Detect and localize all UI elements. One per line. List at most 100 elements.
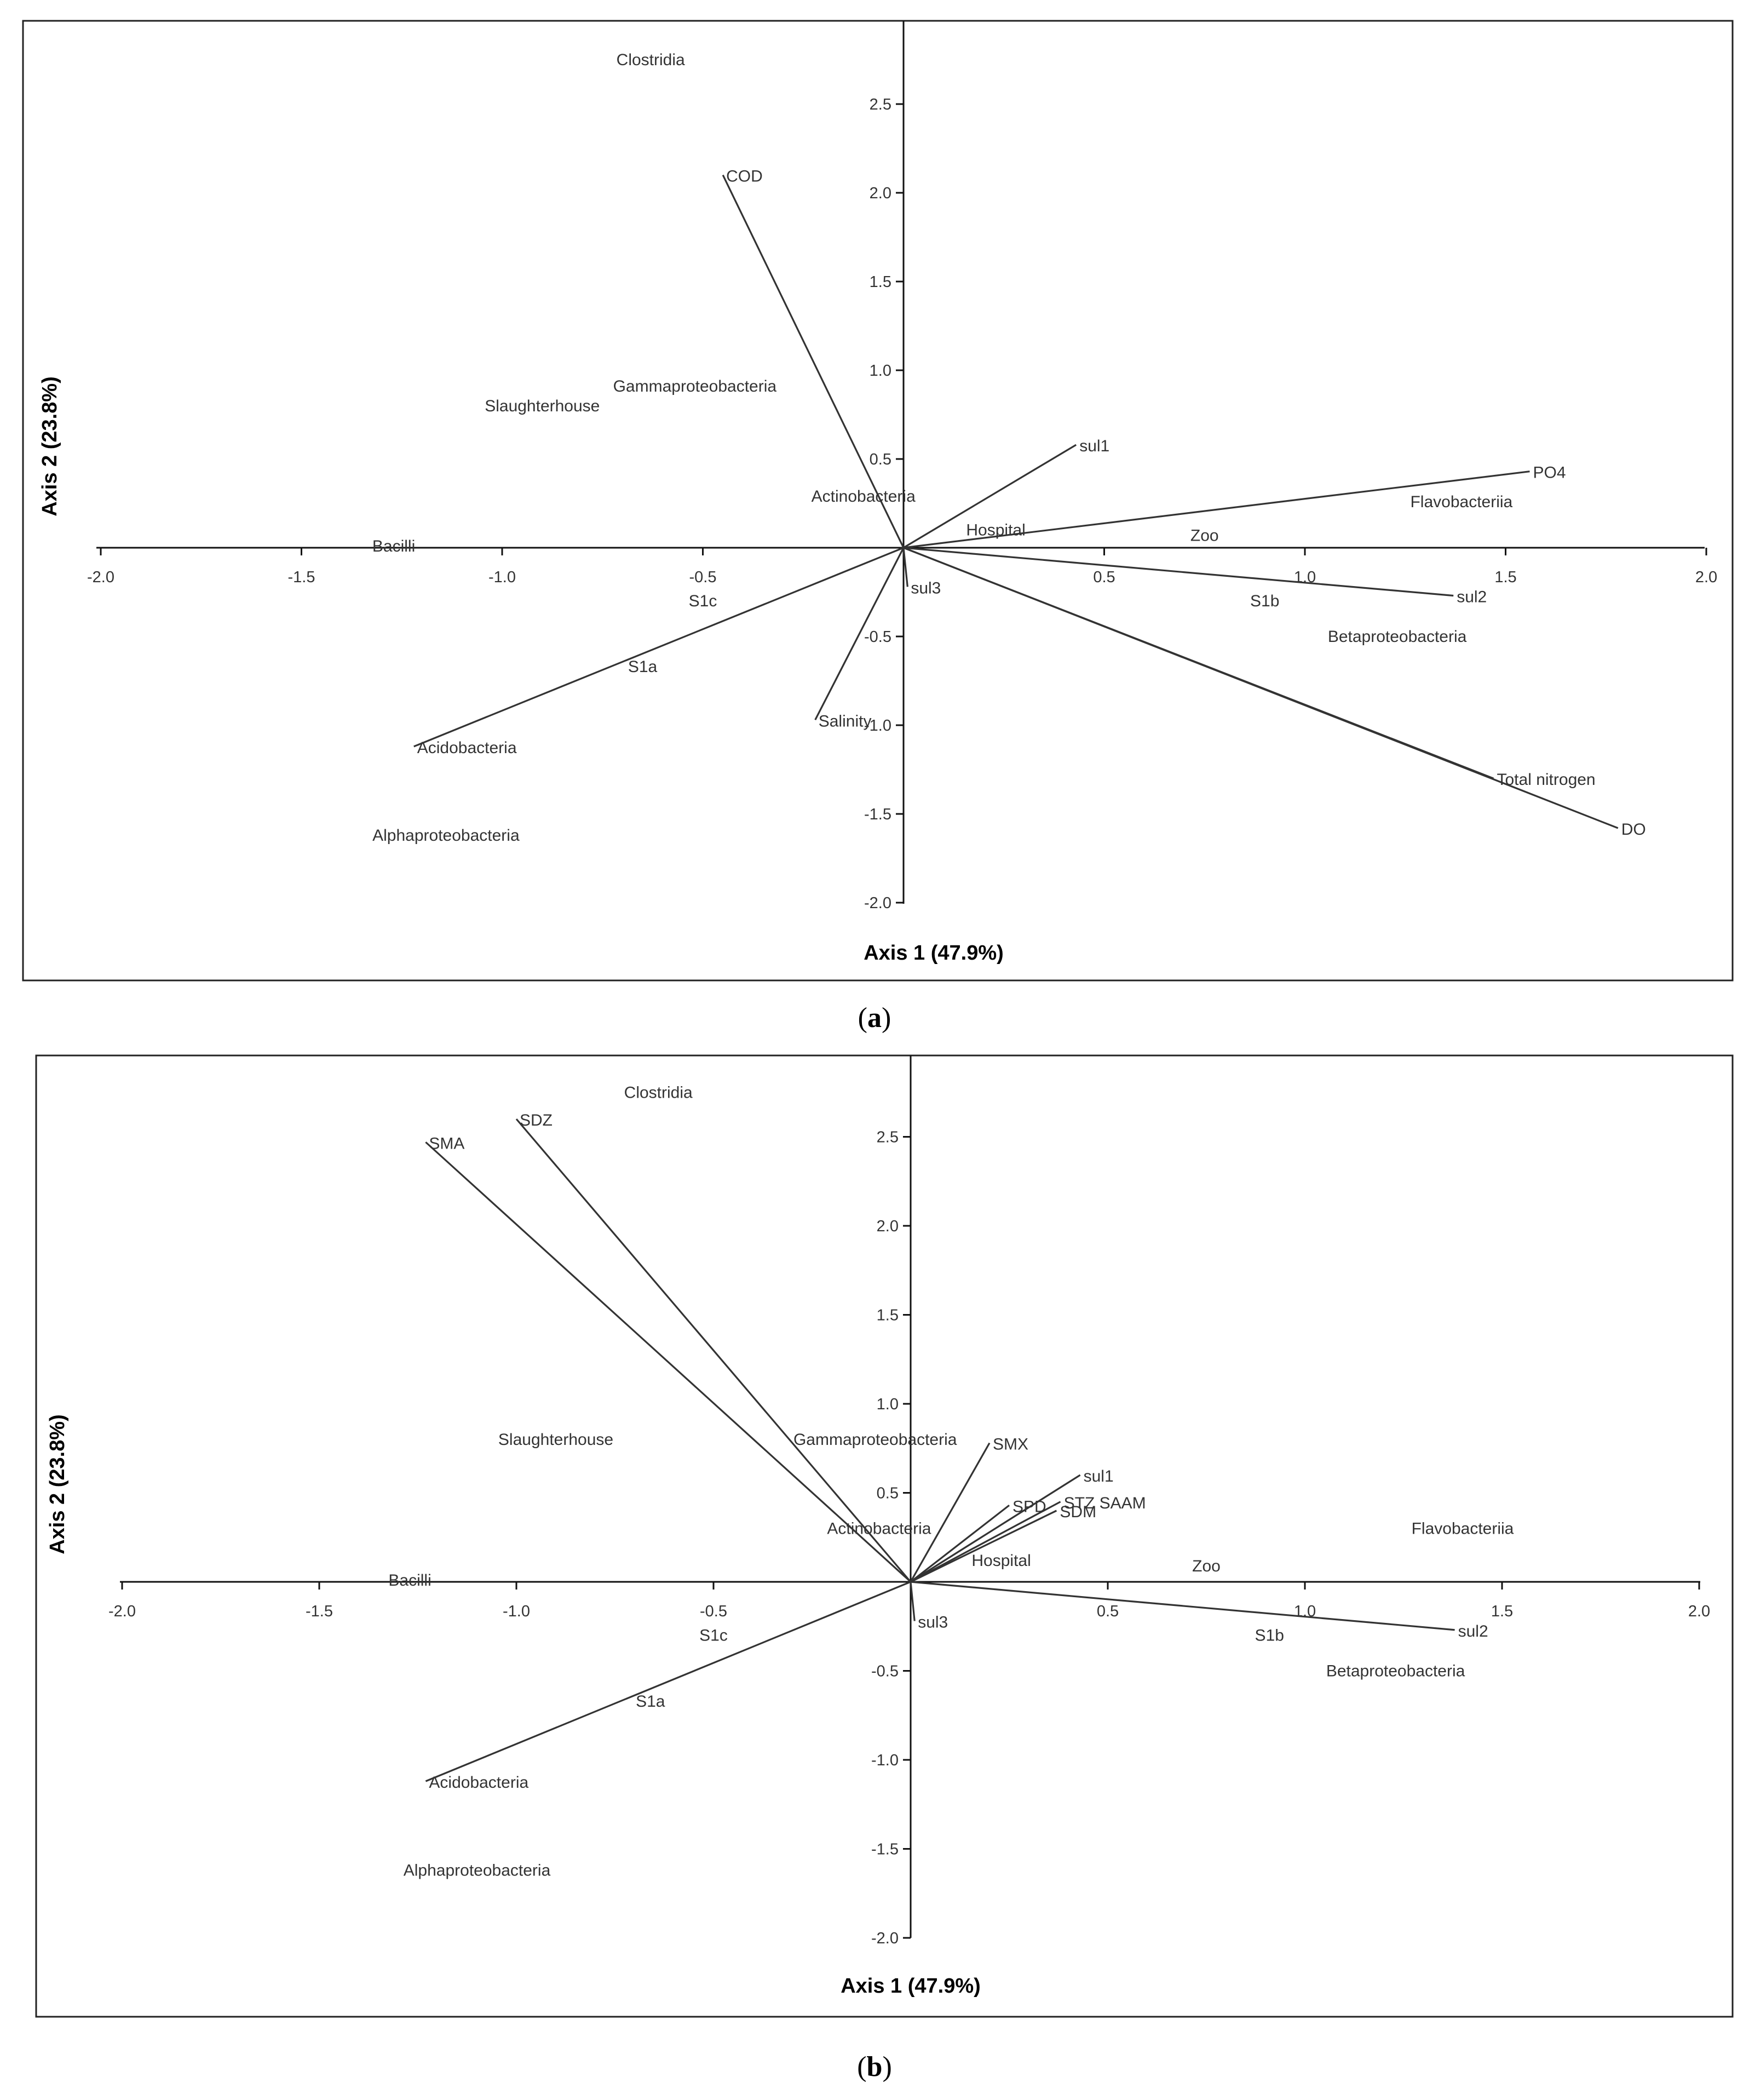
- pa-vector-label-sul2: sul2: [1457, 588, 1487, 606]
- pb-vector-label-sul2: sul2: [1458, 1622, 1488, 1640]
- pb-vector-label-smx: SMX: [993, 1436, 1028, 1454]
- pb-point-label-hospital: Hospital: [971, 1552, 1031, 1570]
- panel-a-caption: (a): [858, 1002, 891, 1034]
- pa-vector-sul1: [903, 444, 1077, 549]
- pb-vector-label-sul3: sul3: [918, 1614, 948, 1632]
- pb-x-tick-label: 2.0: [1688, 1603, 1710, 1620]
- panel-b-frame: [35, 1054, 1734, 2018]
- pa-vector-label-acidobacteria: Acidobacteria: [417, 739, 517, 757]
- pa-point-label-s1c: S1c: [689, 592, 717, 610]
- pa-vector-label-salinity: Salinity: [819, 712, 872, 730]
- pb-point-label-gammaproteobacteria: Gammaproteobacteria: [793, 1431, 957, 1449]
- pb-vector-sdm: [910, 1510, 1057, 1583]
- pa-vector-cod: [722, 174, 905, 548]
- pa-vector-po4: [903, 471, 1530, 549]
- pb-y-tick-label: 1.5: [877, 1307, 899, 1324]
- panel-b-vectors: [425, 1118, 1455, 1782]
- panel-a-y-axis-title: Axis 2 (23.8%): [38, 376, 61, 517]
- pb-y-tick-label: -0.5: [871, 1663, 899, 1680]
- pb-point-label-s1a: S1a: [636, 1692, 665, 1711]
- pb-point-label-clostridia: Clostridia: [624, 1083, 693, 1101]
- pb-y-tick-label: 0.5: [877, 1485, 899, 1502]
- panel-b-x-axis-title: Axis 1 (47.9%): [841, 1975, 981, 1998]
- pb-point-label-slaughterhouse: Slaughterhouse: [498, 1431, 613, 1449]
- pb-x-tick-label: 1.5: [1491, 1603, 1513, 1620]
- pa-vector-label-sul3: sul3: [911, 579, 941, 597]
- pa-x-tick-label: -1.0: [488, 569, 516, 586]
- pb-vector-acidobacteria: [425, 1581, 911, 1782]
- pa-y-tick-label: 1.5: [870, 273, 891, 291]
- pb-point-label-s1b: S1b: [1255, 1627, 1284, 1645]
- pa-y-tick-label: 2.5: [870, 96, 891, 113]
- pa-x-tick-label: -0.5: [689, 569, 717, 586]
- pa-x-tick-label: -1.5: [288, 569, 315, 586]
- pa-y-tick-label: 2.0: [870, 185, 891, 202]
- pa-vector-salinity: [814, 547, 905, 721]
- pb-point-label-s1c: S1c: [699, 1627, 728, 1645]
- pb-point-label-zoo: Zoo: [1192, 1557, 1221, 1575]
- pa-vector-label-total-nitrogen: Total nitrogen: [1497, 771, 1596, 789]
- pb-y-tick-label: 2.0: [877, 1218, 899, 1235]
- panel-a-caption-letter: a: [867, 1002, 882, 1034]
- pa-y-tick-label: -2.0: [864, 894, 891, 912]
- pb-vector-smx: [910, 1442, 991, 1582]
- panel-b-axes: [120, 1055, 1700, 1938]
- pa-vector-label-sul1: sul1: [1079, 437, 1109, 455]
- pa-vector-label-do: DO: [1621, 821, 1646, 839]
- pa-point-label-betaproteobacteria: Betaproteobacteria: [1328, 628, 1467, 646]
- pa-x-tick-label: 1.5: [1494, 569, 1516, 586]
- pb-vector-label-spd: SPD: [1012, 1497, 1046, 1516]
- pa-point-label-actinobacteria: Actinobacteria: [812, 487, 916, 506]
- pa-vector-sul2: [903, 547, 1454, 597]
- panel-a-frame: [22, 20, 1734, 982]
- pb-vector-label-sma: SMA: [429, 1134, 464, 1152]
- pb-vector-stz-saam: [910, 1501, 1061, 1583]
- pb-y-tick-label: 1.0: [877, 1396, 899, 1413]
- pb-vector-label-sdm: SDM: [1060, 1503, 1096, 1521]
- panel-b-caption: (b): [857, 2051, 892, 2082]
- pb-vector-sul3: [910, 1581, 916, 1621]
- pa-vector-acidobacteria: [413, 547, 904, 748]
- pb-x-tick-label: -0.5: [700, 1603, 727, 1620]
- panel-b: -2.0 -1.5 -1.0 -0.5 0.5 1.0 1.5 2.02.52.01.51.0…: [35, 1054, 1734, 2018]
- pa-point-label-s1b: S1b: [1250, 592, 1279, 610]
- pb-vector-label-stz-saam: STZ SAAM: [1064, 1494, 1146, 1512]
- pb-y-tick-label: -1.0: [871, 1752, 899, 1769]
- pa-vector-label-po4: PO4: [1533, 464, 1566, 482]
- pa-vector-label-cod: COD: [726, 168, 763, 186]
- pa-point-label-hospital: Hospital: [966, 521, 1025, 540]
- pb-vector-spd: [910, 1504, 1010, 1583]
- pa-y-tick-label: -1.5: [864, 806, 891, 823]
- pb-y-tick-label: -2.0: [871, 1930, 899, 1947]
- panel-a-ticks: -2.0 -1.5 -1.0 -0.5 0.5 1.0 1.5 2.02.52.01.51.0…: [87, 96, 1717, 912]
- pa-point-label-bacilli: Bacilli: [372, 537, 415, 555]
- pb-vector-label-sdz: SDZ: [520, 1111, 553, 1129]
- panel-a-axes: [96, 21, 1705, 904]
- panel-a: -2.0 -1.5 -1.0 -0.5 0.5 1.0 1.5 2.02.52.01.51.0…: [22, 20, 1734, 982]
- panel-a-x-axis-title: Axis 1 (47.9%): [864, 942, 1004, 965]
- pa-point-label-alphaproteobacteria: Alphaproteobacteria: [372, 827, 520, 845]
- pa-y-tick-label: 0.5: [870, 451, 891, 468]
- pb-x-tick-label: -1.0: [503, 1603, 530, 1620]
- pb-x-tick-label: 0.5: [1097, 1603, 1119, 1620]
- pb-vector-sul2: [910, 1581, 1455, 1631]
- pa-x-tick-label: -2.0: [87, 569, 114, 586]
- pb-point-label-actinobacteria: Actinobacteria: [827, 1520, 931, 1538]
- pb-point-label-bacilli: Bacilli: [388, 1571, 431, 1590]
- pa-x-tick-label: 0.5: [1093, 569, 1115, 586]
- pa-y-tick-label: -1.0: [864, 717, 891, 735]
- pb-vector-sul1: [910, 1474, 1081, 1583]
- pb-point-label-betaproteobacteria: Betaproteobacteria: [1326, 1662, 1465, 1680]
- pb-vector-label-acidobacteria: Acidobacteria: [429, 1774, 528, 1792]
- pb-y-tick-label: 2.5: [877, 1129, 899, 1146]
- pa-point-label-slaughterhouse: Slaughterhouse: [485, 397, 600, 415]
- pa-point-label-flavobacteriia: Flavobacteriia: [1410, 493, 1512, 511]
- pa-vector-sul3: [902, 547, 908, 587]
- panel-b-y-axis-title: Axis 2 (23.8%): [46, 1414, 69, 1554]
- pa-point-label-clostridia: Clostridia: [617, 51, 685, 69]
- panel-a-labels: COD sul1 PO4 sul2 Total nitrogen DO sul3 Salini…: [372, 51, 1646, 845]
- pb-vector-sma: [425, 1141, 912, 1583]
- pb-vector-sdz: [515, 1118, 912, 1583]
